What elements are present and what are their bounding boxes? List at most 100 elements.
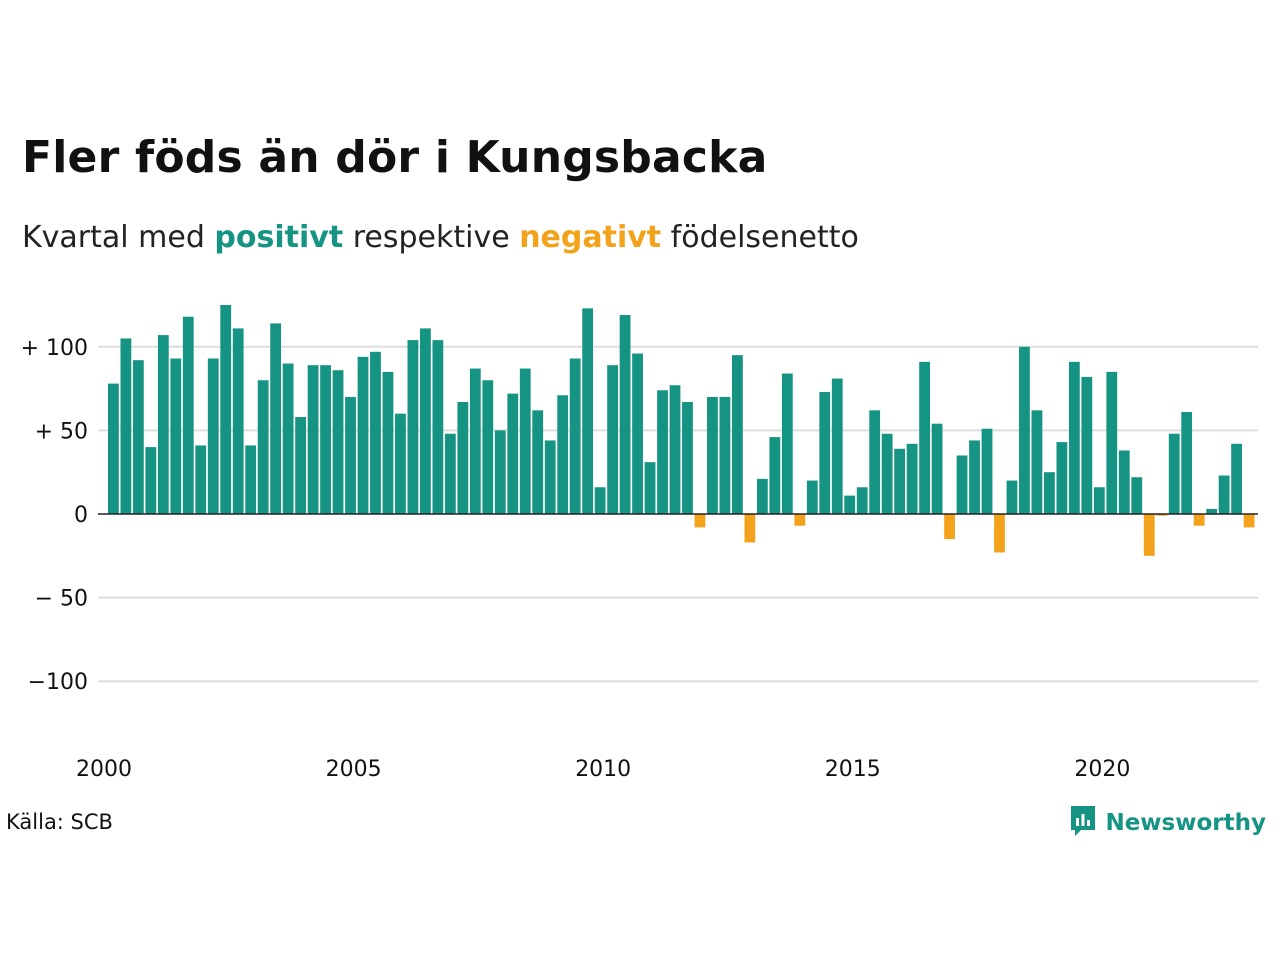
- bar: [245, 445, 257, 514]
- bar: [769, 437, 781, 514]
- bar: [457, 401, 469, 514]
- bar: [320, 365, 331, 514]
- bar: [694, 514, 706, 528]
- bar: [257, 380, 269, 514]
- bar: [594, 487, 606, 514]
- bar: [781, 373, 793, 514]
- bar: [719, 396, 731, 514]
- bar: [1143, 514, 1155, 556]
- bar: [657, 390, 668, 514]
- bar: [1168, 433, 1180, 514]
- bar: [182, 316, 194, 514]
- bar: [1031, 410, 1043, 514]
- bar: [869, 410, 881, 514]
- bar: [195, 445, 207, 514]
- bar: [507, 393, 519, 514]
- bar: [1206, 508, 1218, 514]
- brand[interactable]: Newsworthy: [1069, 804, 1266, 842]
- bar: [170, 358, 182, 514]
- bar: [881, 433, 893, 514]
- bar: [1118, 450, 1130, 514]
- bar: [357, 356, 369, 514]
- x-tick-label: 2010: [575, 757, 631, 782]
- x-tick-label: 2000: [76, 757, 132, 782]
- bar: [108, 383, 119, 514]
- bar: [1106, 371, 1118, 514]
- bar: [420, 328, 431, 514]
- bar: [157, 335, 169, 514]
- bar: [682, 401, 693, 514]
- subtitle-negative: negativt: [519, 220, 662, 255]
- bar: [919, 361, 930, 514]
- x-tick-label: 2005: [326, 757, 382, 782]
- bar: [607, 365, 618, 514]
- chart-title: Fler föds än dör i Kungsbacka: [22, 132, 768, 183]
- bar: [482, 380, 494, 514]
- bar: [1243, 514, 1255, 528]
- bar: [132, 360, 144, 514]
- source-note: Källa: SCB: [6, 810, 113, 834]
- bar: [1131, 477, 1143, 514]
- subtitle-positive: positivt: [214, 220, 344, 255]
- bar: [295, 417, 306, 514]
- bars: [108, 305, 1255, 556]
- x-axis-labels: 2000 2005 2010 2015 2020: [76, 757, 1130, 782]
- bar: [981, 428, 993, 514]
- bar: [944, 514, 955, 540]
- bar: [707, 396, 718, 514]
- bar: [220, 305, 232, 514]
- bar: [532, 410, 544, 514]
- subtitle-prefix: Kvartal med: [22, 220, 215, 255]
- bar: [407, 340, 419, 514]
- bar: [931, 423, 943, 514]
- bar: [232, 328, 244, 514]
- bar: [732, 355, 743, 514]
- bar: [469, 368, 481, 514]
- bar: [632, 353, 643, 514]
- bar: [569, 358, 581, 514]
- bar: [1093, 487, 1105, 514]
- bar: [382, 371, 394, 514]
- bar: [332, 370, 344, 514]
- bar: [1006, 480, 1018, 514]
- bar: [644, 462, 656, 514]
- bar: [395, 413, 406, 514]
- newsworthy-logo-icon: [1069, 804, 1097, 842]
- bar: [844, 495, 856, 514]
- bar: [794, 514, 806, 526]
- bar: [1019, 346, 1030, 514]
- y-tick-label: 0: [74, 503, 88, 528]
- bar: [345, 396, 356, 514]
- bar: [432, 340, 444, 514]
- bar-chart: + 100 + 50 0 − 50 −100 2000 2005 2010 2015 2020: [21, 305, 1258, 782]
- bar: [619, 315, 631, 514]
- bar: [1044, 472, 1055, 514]
- bar: [894, 448, 906, 514]
- bar: [207, 358, 219, 514]
- bar: [1056, 442, 1068, 514]
- bar: [1081, 376, 1093, 514]
- bar: [282, 363, 294, 514]
- y-tick-label: + 50: [35, 419, 88, 444]
- y-tick-label: −100: [28, 670, 88, 695]
- bar: [819, 391, 831, 514]
- bar: [582, 308, 594, 514]
- bar: [1231, 443, 1242, 514]
- bar: [831, 378, 843, 514]
- bar: [994, 514, 1005, 553]
- bar: [1068, 361, 1080, 514]
- bar: [120, 338, 132, 514]
- bar: [669, 385, 681, 514]
- bar: [906, 443, 918, 514]
- bar: [756, 478, 768, 514]
- bar: [1193, 514, 1205, 526]
- y-axis-labels: + 100 + 50 0 − 50 −100: [21, 336, 88, 695]
- chart-subtitle: Kvartal med positivt respektive negativt…: [22, 220, 859, 255]
- x-tick-label: 2015: [825, 757, 881, 782]
- bar: [1181, 412, 1193, 514]
- y-tick-label: − 50: [35, 587, 88, 612]
- bar: [270, 323, 282, 514]
- bar: [370, 351, 381, 514]
- bar: [856, 487, 868, 514]
- subtitle-middle: respektive: [343, 220, 520, 255]
